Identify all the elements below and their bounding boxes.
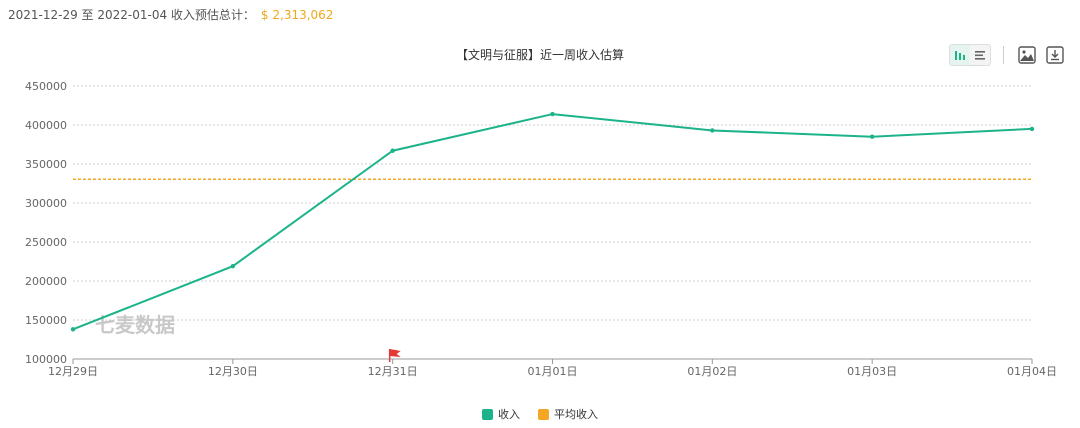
income-point	[550, 111, 555, 117]
income-point	[70, 327, 76, 332]
x-tick-label: 12月31日	[368, 365, 418, 378]
legend-label-income: 收入	[498, 408, 520, 421]
toolbar-divider	[1003, 46, 1004, 64]
chart-title: 【文明与征服】近一周收入估算	[455, 48, 624, 62]
bar-chart-icon[interactable]	[950, 45, 970, 65]
y-tick-label: 150000	[25, 314, 67, 327]
legend-swatch-average	[538, 408, 549, 420]
y-tick-label: 300000	[25, 197, 67, 210]
y-tick-label: 450000	[25, 80, 67, 93]
chart-type-toggle	[949, 44, 991, 66]
income-line	[72, 113, 1033, 331]
chart-legend: 收入 平均收入	[0, 406, 1080, 422]
x-tick-label: 12月29日	[48, 365, 98, 378]
chart-toolbar	[949, 44, 1066, 66]
watermark-text: 七麦数据	[95, 313, 175, 337]
download-icon[interactable]	[1044, 44, 1066, 66]
x-tick-label: 01月04日	[1007, 365, 1057, 378]
y-tick-label: 400000	[25, 119, 67, 132]
income-point	[230, 263, 236, 269]
legend-swatch-income	[482, 408, 493, 420]
y-tick-label: 250000	[25, 236, 67, 249]
income-point	[390, 148, 395, 153]
summary-line: 2021-12-29 至 2022-01-04 收入预估总计： $ 2,313,0…	[8, 6, 333, 23]
date-range-label: 2021-12-29 至 2022-01-04 收入预估总计：	[8, 8, 255, 22]
income-point	[869, 134, 875, 139]
y-tick-label: 350000	[25, 158, 67, 171]
x-tick-label: 01月01日	[528, 365, 578, 378]
legend-label-average: 平均收入	[554, 408, 598, 421]
x-tick-label: 12月30日	[208, 365, 258, 378]
y-tick-label: 100000	[25, 353, 67, 366]
y-tick-label: 200000	[25, 275, 67, 288]
income-point	[710, 128, 715, 133]
revenue-total: $ 2,313,062	[260, 8, 334, 22]
legend-item-income[interactable]: 收入	[482, 406, 520, 422]
x-tick-label: 01月02日	[687, 365, 737, 378]
list-icon[interactable]	[970, 45, 990, 65]
flag-icon	[389, 349, 401, 357]
image-icon[interactable]	[1016, 44, 1038, 66]
legend-item-average[interactable]: 平均收入	[538, 406, 598, 422]
income-point	[1029, 126, 1035, 132]
x-tick-label: 01月03日	[847, 365, 897, 378]
